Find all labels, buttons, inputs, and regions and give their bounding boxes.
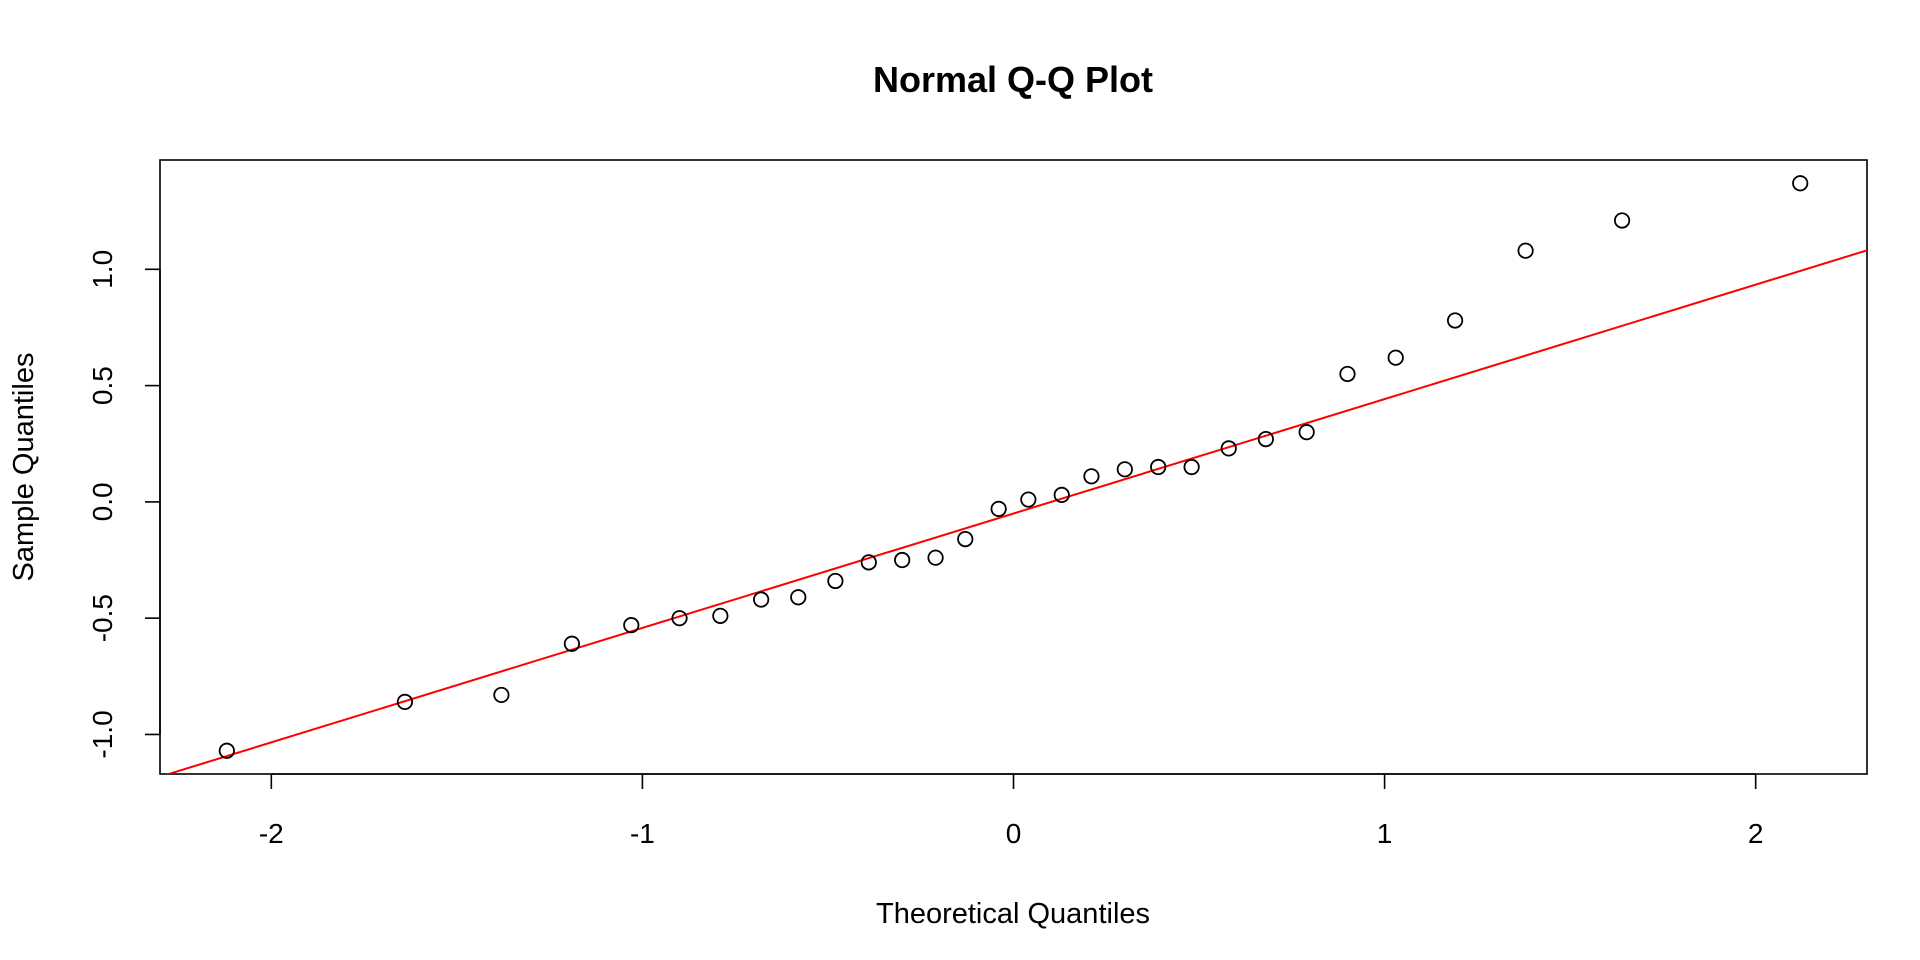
data-point xyxy=(1613,212,1631,229)
data-point xyxy=(218,742,235,759)
data-point xyxy=(563,635,581,652)
data-point xyxy=(990,500,1007,517)
data-point xyxy=(1116,461,1133,478)
data-point xyxy=(712,607,729,624)
x-tick-label: -1 xyxy=(630,818,655,849)
chart-title: Normal Q-Q Plot xyxy=(873,59,1153,100)
data-point xyxy=(957,530,974,548)
plot-frame xyxy=(159,159,1868,775)
data-point xyxy=(1053,486,1070,504)
points-layer xyxy=(218,175,1809,759)
data-point xyxy=(894,551,911,569)
data-point xyxy=(1298,424,1315,441)
qq-reference-line xyxy=(165,249,1867,774)
data-point xyxy=(1150,458,1167,476)
data-point xyxy=(1020,491,1037,508)
data-point xyxy=(493,686,510,704)
x-axis-label: Theoretical Quantiles xyxy=(876,898,1150,930)
y-axis: -1.0 -0.5 0.0 0.5 1.0 xyxy=(87,250,161,759)
x-tick-label: 2 xyxy=(1748,818,1764,849)
x-tick-label: 0 xyxy=(1006,818,1022,849)
data-point xyxy=(860,554,877,571)
data-point xyxy=(1257,430,1274,448)
data-point xyxy=(1183,458,1200,476)
data-point xyxy=(1387,349,1404,366)
x-tick-label: 1 xyxy=(1377,818,1393,849)
y-tick-label: -1.0 xyxy=(87,710,118,758)
data-point xyxy=(790,589,807,606)
x-tick-label: -2 xyxy=(259,818,284,849)
y-tick-label: 0.5 xyxy=(87,366,118,405)
data-point xyxy=(396,693,414,711)
data-point xyxy=(753,591,770,608)
data-point xyxy=(827,572,844,590)
y-tick-label: -0.5 xyxy=(87,594,118,642)
y-tick-label: 0.0 xyxy=(87,482,118,521)
y-tick-label: 1.0 xyxy=(87,250,118,289)
data-point xyxy=(1446,312,1464,329)
data-point xyxy=(1083,468,1100,485)
data-point xyxy=(927,549,944,566)
plot-area xyxy=(159,159,1868,775)
y-axis-label: Sample Quantiles xyxy=(8,353,40,582)
data-point xyxy=(1517,242,1534,259)
data-point xyxy=(1220,440,1237,457)
data-point xyxy=(623,617,640,634)
data-point xyxy=(1339,365,1356,383)
reference-line-layer xyxy=(165,249,1867,774)
data-point xyxy=(1792,175,1809,192)
data-point xyxy=(671,610,688,627)
x-axis: -2 -1 0 1 2 xyxy=(259,773,1764,849)
